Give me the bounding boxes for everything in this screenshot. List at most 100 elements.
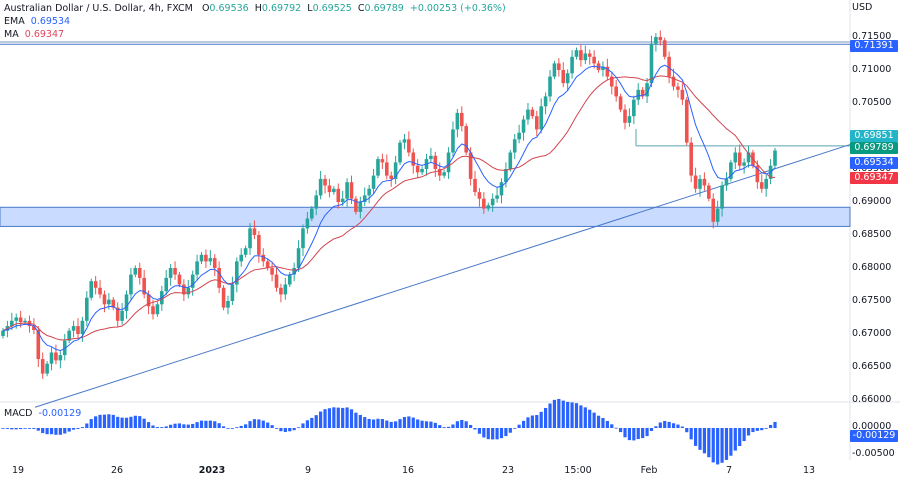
macd-bar xyxy=(588,409,592,428)
time-tick: 23 xyxy=(501,465,515,476)
candle-body xyxy=(658,37,663,41)
candle-body xyxy=(411,152,416,166)
macd-bar xyxy=(504,428,508,437)
macd-bar xyxy=(491,428,495,440)
macd-bar xyxy=(645,428,649,437)
candle-body xyxy=(18,317,23,323)
macd-bar xyxy=(469,424,473,428)
macd-bar xyxy=(773,421,777,428)
time-tick: 9 xyxy=(304,465,312,476)
macd-bar xyxy=(442,427,446,428)
candle-body xyxy=(773,150,777,166)
candle-body xyxy=(124,294,129,311)
macd-bar xyxy=(561,400,565,428)
macd-bar xyxy=(751,428,755,433)
candle-body xyxy=(746,152,751,163)
ema-legend[interactable]: EMA 0.69534 xyxy=(4,16,71,27)
price-tag: 0.69789 xyxy=(850,142,898,154)
macd-bar xyxy=(760,428,764,431)
trendline xyxy=(34,144,851,408)
candle-body xyxy=(67,330,71,341)
candle-body xyxy=(729,162,733,179)
macd-bar xyxy=(191,423,195,428)
candle-body xyxy=(371,175,376,189)
macd-bar xyxy=(702,428,707,454)
macd-bar xyxy=(416,419,420,428)
candle-body xyxy=(305,218,310,229)
macd-bar xyxy=(768,424,773,428)
macd-bar xyxy=(654,426,658,428)
macd-bar xyxy=(460,419,464,428)
candle-body xyxy=(221,287,226,308)
price-tag: 0.71391 xyxy=(850,40,898,52)
macd-tag: -0.00129 xyxy=(850,430,898,442)
candle-body xyxy=(420,169,424,173)
candle-body xyxy=(98,287,102,295)
macd-bar xyxy=(124,417,129,428)
macd-bar xyxy=(164,426,168,428)
macd-bar xyxy=(548,403,552,428)
macd-bar xyxy=(632,428,636,441)
candle-body xyxy=(340,198,345,202)
candle-body xyxy=(23,320,27,323)
time-tick: 26 xyxy=(110,465,124,476)
candle-body xyxy=(314,195,319,209)
macd-bar xyxy=(27,428,32,429)
price-tick: 0.70500 xyxy=(852,97,892,108)
macd-bar xyxy=(142,418,146,428)
currency-label: USD xyxy=(852,2,873,13)
change-value: +0.00253 (+0.36%) xyxy=(409,3,506,14)
candle-body xyxy=(504,169,508,183)
candle-body xyxy=(177,274,182,285)
macd-bar xyxy=(182,424,186,428)
time-tick: 2023 xyxy=(198,465,226,476)
candle-body xyxy=(292,268,296,275)
macd-bar xyxy=(429,421,433,428)
candle-body xyxy=(40,359,45,374)
candle-body xyxy=(574,50,579,57)
candle-body xyxy=(195,261,199,275)
macd-legend[interactable]: MACD -0.00129 xyxy=(4,408,82,419)
candle-body xyxy=(279,287,283,295)
open-value: 0.69536 xyxy=(209,3,249,14)
ma-legend[interactable]: MA 0.69347 xyxy=(4,29,65,40)
candle-body xyxy=(742,162,746,166)
candle-body xyxy=(715,208,720,222)
macd-bar xyxy=(345,407,349,428)
macd-bar xyxy=(667,421,671,428)
candle-body xyxy=(587,53,592,57)
macd-bar xyxy=(102,414,107,428)
macd-bar xyxy=(239,425,243,428)
macd-bar xyxy=(446,426,451,428)
macd-bar xyxy=(71,428,76,430)
macd-bar xyxy=(213,421,217,428)
macd-bar xyxy=(358,414,362,428)
candle-body xyxy=(107,299,111,305)
candle-body xyxy=(486,205,491,209)
candle-body xyxy=(468,152,473,179)
macd-bar xyxy=(45,428,49,435)
macd-bar xyxy=(226,428,230,429)
macd-bar xyxy=(204,420,208,428)
macd-bar xyxy=(23,428,27,429)
macd-bar xyxy=(367,418,371,428)
macd-bar xyxy=(10,428,14,430)
macd-bar xyxy=(376,418,380,428)
macd-bar xyxy=(420,420,424,428)
macd-bar xyxy=(288,428,292,432)
macd-bar xyxy=(508,428,512,433)
candle-body xyxy=(442,172,446,176)
macd-bar xyxy=(155,427,159,428)
candle-body xyxy=(543,96,548,107)
candle-body xyxy=(283,284,288,295)
candle-body xyxy=(680,89,685,100)
time-tick: 13 xyxy=(802,465,816,476)
time-tick: Feb xyxy=(640,465,658,476)
candle-body xyxy=(257,235,261,255)
macd-bar xyxy=(570,402,574,428)
macd-bar xyxy=(530,415,534,428)
support-zone xyxy=(0,206,851,227)
macd-bar xyxy=(380,419,384,428)
macd-bar xyxy=(292,428,296,431)
